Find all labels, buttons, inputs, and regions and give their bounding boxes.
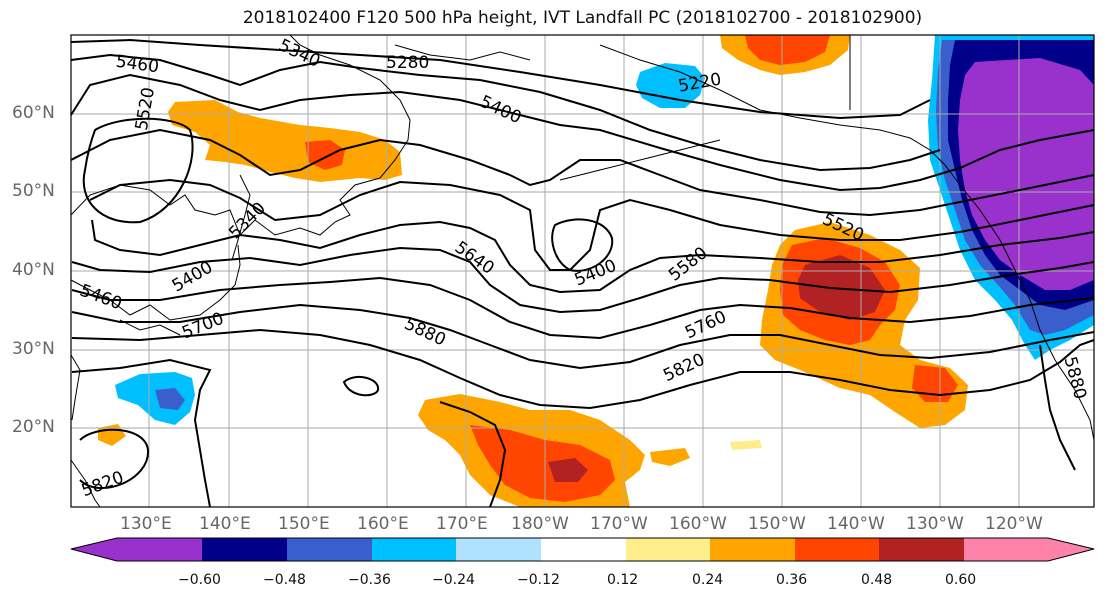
colorbar-bin [879,538,965,561]
colorbar-tick-label: 0.12 [607,572,639,588]
map-panel: 5460 5520 5340 5280 5220 5400 5340 5400 … [70,34,1095,508]
map-title: 2018102400 F120 500 hPa height, IVT Land… [242,8,923,28]
colorbar-tick-label: 0.60 [945,572,977,588]
colorbar-tick-label: −0.48 [263,572,306,588]
colorbar [70,537,1095,562]
colorbar-tick-label: −0.24 [432,572,475,588]
coastlines [70,34,1095,508]
colorbar-max-extend [1048,538,1094,561]
lon-label: 160°E [357,514,409,534]
contour-label: 5280 [386,53,429,73]
colorbar-bin [541,538,627,561]
colorbar-min-extend [71,538,117,561]
colorbar-bin [456,538,542,561]
okhotsk-positive-outer [168,100,402,182]
colorbar-tick-label: −0.36 [348,572,391,588]
colorbar-bin [117,538,203,561]
subtropical-positive-core [548,458,588,482]
alaska-negative [636,63,705,108]
lon-label: 130°E [120,514,172,534]
colorbar-bin [710,538,796,561]
lon-label: 120°W [985,514,1043,534]
lat-label: 40°N [12,260,55,280]
lat-label: 50°N [12,181,55,201]
lon-label: 140°W [827,514,885,534]
bering-positive-core [745,35,830,65]
ivt-shading [98,35,1094,507]
lon-label: 150°E [278,514,330,534]
lat-label: 20°N [12,417,55,437]
height-contours [70,38,1095,508]
colorbar-tick-label: 0.24 [692,572,724,588]
colorbar-outline [70,537,1095,562]
colorbar-tick-label: −0.60 [178,572,221,588]
lon-label: 150°W [748,514,806,534]
na-coast-negative-core [958,58,1094,290]
colorbar-tick-label: −0.12 [517,572,560,588]
lon-label: 170°E [436,514,488,534]
subtropical-positive-mid [470,425,615,502]
lon-label: 130°W [906,514,964,534]
colorbar-bin [626,538,712,561]
lat-label: 60°N [12,103,55,123]
colorbar-bin [287,538,373,561]
colorbar-bin [795,538,881,561]
colorbar-bin [372,538,458,561]
lon-label: 170°W [590,514,648,534]
colorbar-tick-label: 0.36 [776,572,808,588]
lon-label: 140°E [199,514,251,534]
colorbar-bin [202,538,288,561]
colorbar-bin [964,538,1048,561]
lon-label: 180°W [511,514,569,534]
colorbar-tick-label: 0.48 [861,572,893,588]
map-border [70,34,1095,508]
wpac-negative-core [155,388,185,410]
lat-label: 30°N [12,339,55,359]
wpac-negative-outer [115,372,195,425]
lon-label: 160°W [669,514,727,534]
hawaii-positive [650,448,690,466]
small-yellow [730,440,762,450]
